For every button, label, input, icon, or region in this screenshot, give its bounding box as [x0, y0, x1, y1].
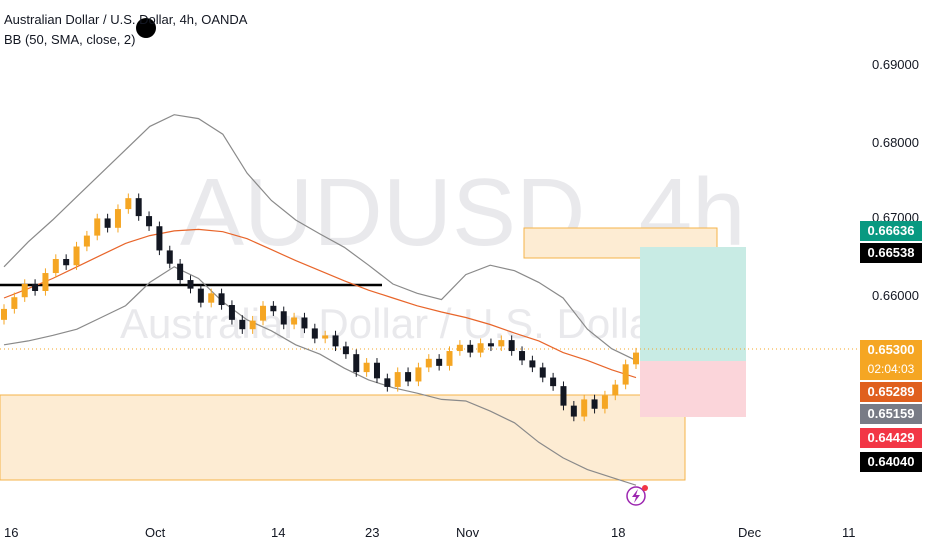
high-price-label: 0.65289	[860, 382, 922, 402]
mid-price-label: 0.65159	[860, 404, 922, 424]
candle-body	[622, 364, 629, 385]
swing-high-marker	[136, 18, 156, 38]
candle-body	[332, 335, 339, 347]
candle-body	[363, 362, 370, 373]
take-profit-price-label: 0.66636	[860, 221, 922, 241]
stop-loss-area	[640, 361, 746, 417]
candle-body	[280, 311, 287, 325]
candle-body	[436, 358, 443, 366]
candle-body	[425, 358, 432, 368]
x-tick: 23	[365, 525, 379, 540]
bb-lower-band	[3, 266, 637, 486]
y-tick: 0.68000	[872, 135, 919, 150]
candle-body	[311, 328, 318, 339]
candle-body	[405, 372, 412, 382]
last-price-value: 0.65300	[867, 342, 915, 357]
candle-body	[156, 226, 163, 251]
candle-body	[601, 395, 608, 409]
y-tick: 0.66000	[872, 288, 919, 303]
flash-icon[interactable]	[626, 485, 648, 506]
bar-countdown: 02:04:03	[867, 362, 915, 376]
candle-body	[52, 259, 59, 274]
candle-body	[373, 362, 380, 379]
candle-body	[581, 399, 588, 417]
take-profit-area	[640, 247, 746, 361]
candle-body	[260, 305, 267, 321]
candle-body	[384, 378, 391, 387]
candle-body	[114, 209, 121, 228]
candle-body	[83, 235, 90, 247]
candle-body	[291, 317, 298, 325]
x-tick: 11	[842, 525, 856, 540]
candle-body	[394, 372, 401, 387]
last-price-badge: 0.65300 02:04:03	[860, 340, 922, 380]
candle-body	[218, 293, 225, 306]
candle-body	[166, 250, 173, 264]
candle-body	[529, 360, 536, 368]
x-tick: 16	[4, 525, 18, 540]
candle-body	[21, 283, 28, 298]
candle-body	[177, 263, 184, 281]
candle-body	[508, 340, 515, 352]
entry-price-label: 0.66538	[860, 243, 922, 263]
candle-body	[612, 384, 619, 396]
candle-body	[187, 280, 194, 289]
candle-body	[94, 218, 101, 236]
candle-body	[42, 273, 49, 291]
stop-loss-price-label: 0.64429	[860, 428, 922, 448]
candle-body	[32, 283, 39, 291]
candle-body	[633, 352, 639, 365]
candle-body	[1, 308, 7, 320]
x-tick: Nov	[456, 525, 480, 540]
x-tick: Dec	[738, 525, 762, 540]
candle-body	[519, 351, 526, 361]
candle-body	[301, 317, 308, 329]
x-tick: 14	[271, 525, 285, 540]
candle-body	[487, 343, 494, 347]
candle-body	[63, 259, 70, 266]
candle-body	[353, 354, 360, 373]
bb-middle-band	[3, 228, 637, 379]
y-tick: 0.69000	[872, 57, 919, 72]
candle-body	[270, 305, 277, 312]
candle-body	[342, 346, 349, 355]
candle-body	[208, 293, 215, 303]
name-watermark: Australian Dollar / U.S. Dollar	[120, 300, 666, 347]
candle-body	[239, 319, 246, 330]
x-tick: Oct	[145, 525, 166, 540]
bollinger-bands	[3, 114, 637, 486]
candle-body	[228, 305, 235, 320]
candle-body	[456, 344, 463, 352]
zone-low-price-label: 0.64040	[860, 452, 922, 472]
chart-title: Australian Dollar / U.S. Dollar, 4h, OAN…	[4, 12, 248, 27]
candle-body	[125, 198, 132, 210]
candle-body	[539, 367, 546, 378]
candle-body	[104, 218, 111, 228]
candle-body	[550, 377, 557, 387]
candle-body	[446, 351, 453, 366]
candles	[1, 193, 639, 422]
candle-body	[146, 216, 153, 227]
candle-body	[135, 198, 142, 217]
demand-zone	[0, 394, 686, 481]
candle-body	[197, 288, 204, 303]
indicator-legend[interactable]: BB (50, SMA, close, 2)	[4, 32, 136, 47]
candle-body	[73, 246, 80, 266]
candle-body	[249, 320, 256, 330]
candle-body	[477, 343, 484, 353]
candle-body	[498, 340, 505, 347]
x-tick: 18	[611, 525, 625, 540]
candle-body	[322, 335, 329, 339]
candle-body	[415, 367, 422, 382]
candle-body	[11, 297, 18, 309]
candle-body	[570, 405, 577, 417]
candle-body	[591, 399, 598, 409]
bb-upper-band	[3, 114, 637, 361]
candle-body	[560, 386, 567, 406]
candle-body	[467, 344, 474, 353]
